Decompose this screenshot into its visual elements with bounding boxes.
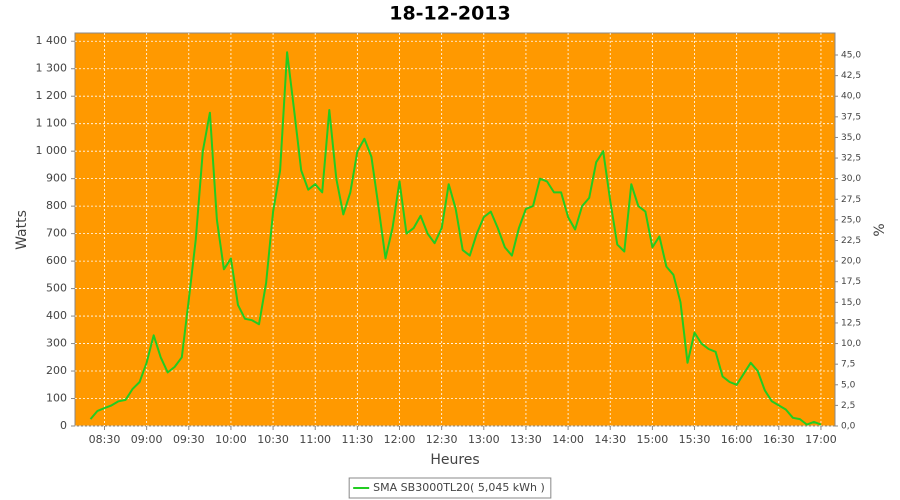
y2-tick-label: 12,5 — [841, 318, 861, 328]
data-line — [89, 51, 822, 426]
y-tick-label: 800 — [46, 199, 67, 212]
y-tick-label: 400 — [46, 309, 67, 322]
y-tick-label: 200 — [46, 364, 67, 377]
y2-tick-label: 17,5 — [841, 277, 861, 287]
y-tick-label: 0 — [60, 419, 67, 432]
legend-label: SMA SB3000TL20( 5,045 kWh ) — [373, 481, 545, 494]
x-tick-label: 09:00 — [131, 433, 163, 446]
y2-tick-label: 22,5 — [841, 236, 861, 246]
x-tick-label: 14:30 — [594, 433, 626, 446]
y-tick-label: 1 300 — [36, 62, 68, 75]
y2-tick-label: 40,0 — [841, 92, 861, 102]
x-axis-label: Heures — [430, 452, 479, 468]
y-tick-label: 500 — [46, 282, 67, 295]
x-tick-label: 12:30 — [426, 433, 458, 446]
legend-box — [348, 477, 552, 499]
y-tick-label: 1 100 — [36, 117, 68, 130]
x-tick-label: 14:00 — [552, 433, 584, 446]
x-tick-label: 13:00 — [468, 433, 500, 446]
y-tick-label: 600 — [46, 254, 67, 267]
y-tick-label: 900 — [46, 172, 67, 185]
y-tick-label: 100 — [46, 392, 67, 405]
y2-tick-label: 0,0 — [841, 422, 856, 432]
y-tick-label: 1 000 — [36, 144, 68, 157]
y2-tick-label: 37,5 — [841, 112, 861, 122]
y2-tick-label: 35,0 — [841, 133, 861, 143]
y2-tick-label: 2,5 — [841, 401, 855, 411]
y2-tick-label: 7,5 — [841, 360, 855, 370]
x-tick-label: 15:00 — [637, 433, 669, 446]
x-tick-label: 17:00 — [805, 433, 837, 446]
x-tick-label: 16:00 — [721, 433, 753, 446]
x-tick-label: 09:30 — [173, 433, 205, 446]
x-tick-label: 11:30 — [342, 433, 374, 446]
y2-tick-label: 42,5 — [841, 71, 861, 81]
y-tick-label: 1 400 — [36, 34, 68, 47]
x-tick-label: 11:00 — [299, 433, 331, 446]
y-axis-label: Watts — [14, 210, 30, 250]
x-tick-label: 13:30 — [510, 433, 542, 446]
y2-tick-label: 5,0 — [841, 380, 856, 390]
y2-tick-label: 27,5 — [841, 195, 861, 205]
y2-axis-label: % — [872, 223, 888, 236]
y-tick-label: 300 — [46, 337, 67, 350]
y2-tick-label: 20,0 — [841, 257, 861, 267]
y2-tick-label: 25,0 — [841, 215, 861, 225]
x-tick-label: 08:30 — [89, 433, 121, 446]
plot-area — [74, 32, 836, 427]
x-tick-label: 15:30 — [679, 433, 711, 446]
x-tick-label: 12:00 — [384, 433, 416, 446]
x-tick-label: 16:30 — [763, 433, 795, 446]
y-tick-label: 1 200 — [36, 89, 68, 102]
y2-tick-label: 15,0 — [841, 298, 861, 308]
y2-tick-label: 10,0 — [841, 339, 861, 349]
chart-title: 18-12-2013 — [389, 3, 511, 25]
y2-tick-label: 30,0 — [841, 174, 861, 184]
y2-tick-label: 32,5 — [841, 154, 861, 164]
y-tick-label: 700 — [46, 227, 67, 240]
x-tick-label: 10:00 — [215, 433, 247, 446]
y2-tick-label: 45,0 — [841, 51, 861, 61]
x-tick-label: 10:30 — [257, 433, 289, 446]
